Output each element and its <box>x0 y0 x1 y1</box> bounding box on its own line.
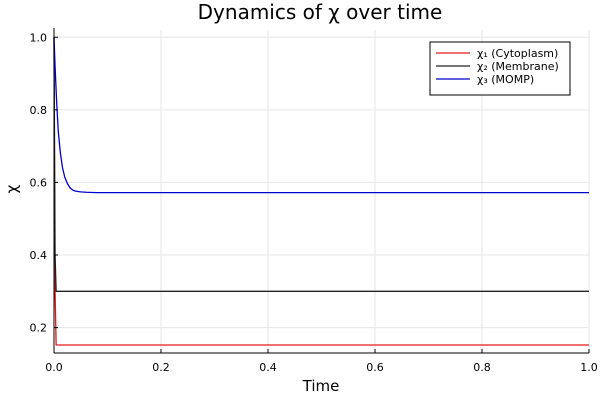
x-axis-label: Time <box>302 377 340 395</box>
y-tick-label: 0.6 <box>30 176 48 189</box>
x-tick-label: 0.8 <box>473 361 491 374</box>
y-tick-label: 0.4 <box>30 249 48 262</box>
legend-label-2: χ₂ (Membrane) <box>477 60 559 73</box>
legend: χ₁ (Cytoplasm)χ₂ (Membrane)χ₃ (MOMP) <box>429 41 571 96</box>
legend-label-1: χ₁ (Cytoplasm) <box>477 47 558 60</box>
x-tick-label: 0.6 <box>366 361 384 374</box>
axes <box>53 28 590 354</box>
series-line-3 <box>53 37 589 194</box>
y-axis-label: χ <box>3 184 21 193</box>
y-tick-label: 0.2 <box>30 322 48 335</box>
x-tick-label: 0.0 <box>45 361 63 374</box>
legend-label-3: χ₃ (MOMP) <box>477 73 534 86</box>
y-tick-label: 0.8 <box>30 104 48 117</box>
legend-box <box>429 41 571 96</box>
y-tick-label: 1.0 <box>30 31 48 44</box>
x-tick-label: 0.2 <box>152 361 170 374</box>
x-tick-label: 1.0 <box>580 361 598 374</box>
grid <box>53 30 590 353</box>
x-tick-label: 0.4 <box>259 361 277 374</box>
tick-labels: 0.0 0.2 0.4 0.6 0.8 1.0 0.2 0.4 0.6 0.8 1.0 <box>30 31 598 374</box>
chart-title: Dynamics of χ over time <box>198 0 443 24</box>
